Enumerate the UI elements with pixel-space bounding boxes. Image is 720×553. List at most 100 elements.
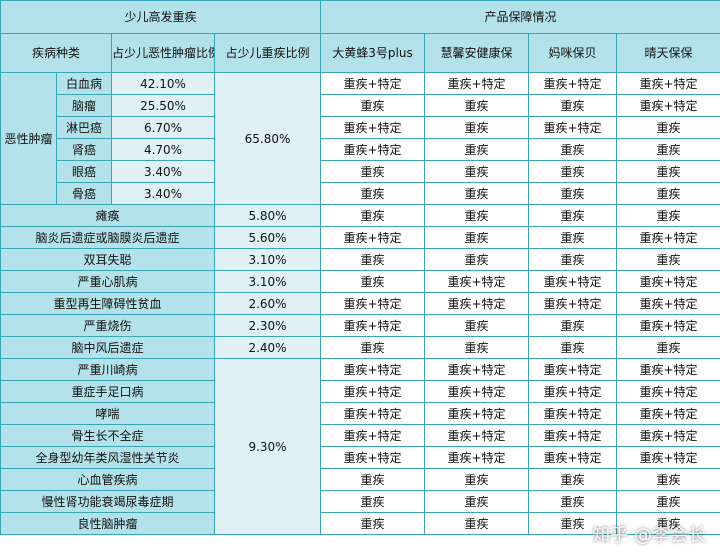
coverage-cell: 重疾+特定: [320, 138, 426, 161]
coverage-cell: 重疾: [616, 204, 720, 227]
disease-name: 脑瘤: [56, 94, 112, 117]
disease-name: 白血病: [56, 72, 112, 95]
coverage-cell: 重疾: [424, 512, 530, 535]
coverage-cell: 重疾+特定: [528, 446, 618, 469]
coverage-cell: 重疾: [424, 248, 530, 271]
coverage-cell: 重疾+特定: [528, 116, 618, 139]
cancer-ratio: 3.40%: [111, 182, 215, 205]
coverage-cell: 重疾: [320, 490, 426, 513]
coverage-cell: 重疾: [424, 226, 530, 249]
coverage-cell: 重疾: [528, 94, 618, 117]
col-plan-name: 慧馨安健康保: [424, 33, 530, 73]
coverage-cell: 重疾: [528, 226, 618, 249]
coverage-cell: 重疾+特定: [424, 358, 530, 381]
disease-name: 严重川崎病: [0, 358, 215, 381]
cancer-group-label: 恶性肿瘤: [0, 72, 57, 205]
col-disease-type: 疾病种类: [0, 33, 112, 73]
total-ratio: 5.60%: [213, 226, 322, 249]
table-row: 严重烧伤 2.30% 重疾+特定 重疾 重疾 重疾+特定: [0, 314, 720, 337]
coverage-cell: 重疾+特定: [616, 226, 720, 249]
coverage-cell: 重疾+特定: [320, 446, 426, 469]
table-row: 恶性肿瘤 白血病 42.10% 65.80% 重疾+特定 重疾+特定 重疾+特定 重疾+特定: [0, 72, 720, 205]
coverage-cell: 重疾: [424, 94, 530, 117]
coverage-cell: 重疾: [616, 248, 720, 271]
total-ratio: 2.40%: [213, 336, 322, 359]
coverage-cell: 重疾+特定: [616, 72, 720, 95]
coverage-cell: 重疾: [528, 138, 618, 161]
coverage-cell: 重疾: [528, 468, 618, 491]
coverage-cell: 重疾: [616, 512, 720, 535]
disease-name: 严重烧伤: [0, 314, 215, 337]
coverage-cell: 重疾+特定: [424, 402, 530, 425]
coverage-cell: 重疾: [528, 182, 618, 205]
coverage-cell: 重疾: [424, 314, 530, 337]
coverage-cell: 重疾+特定: [424, 424, 530, 447]
disease-name: 良性脑肿瘤: [0, 512, 215, 535]
col-cancer-ratio: 占少儿恶性肿瘤比例: [111, 33, 215, 73]
coverage-cell: 重疾: [320, 248, 426, 271]
coverage-cell: 重疾+特定: [424, 292, 530, 315]
table-row: 肾癌 4.70% 重疾+特定 重疾 重疾 重疾: [1, 138, 720, 161]
table-row: 脑炎后遗症或脑膜炎后遗症 5.60% 重疾+特定 重疾 重疾 重疾+特定: [0, 226, 720, 249]
disease-name: 淋巴癌: [56, 116, 112, 139]
coverage-cell: 重疾+特定: [320, 226, 426, 249]
coverage-cell: 重疾: [320, 182, 426, 205]
disease-name: 肾癌: [56, 138, 112, 161]
coverage-cell: 重疾: [528, 160, 618, 183]
coverage-cell: 重疾: [320, 94, 426, 117]
table-row: 严重心肌病 3.10% 重疾 重疾+特定 重疾+特定 重疾+特定: [0, 270, 720, 293]
col-total-ratio: 占少儿重疾比例: [213, 33, 322, 73]
coverage-cell: 重疾: [528, 512, 618, 535]
disease-name: 脑炎后遗症或脑膜炎后遗症: [0, 226, 215, 249]
coverage-cell: 重疾: [616, 116, 720, 139]
merged-total-ratio: 9.30%: [213, 358, 322, 535]
coverage-cell: 重疾: [424, 490, 530, 513]
disease-name: 双耳失聪: [0, 248, 215, 271]
coverage-cell: 重疾: [616, 160, 720, 183]
coverage-cell: 重疾+特定: [320, 116, 426, 139]
coverage-cell: 重疾: [616, 336, 720, 359]
cancer-ratio: 6.70%: [111, 116, 215, 139]
cancer-ratio: 42.10%: [111, 72, 215, 95]
coverage-cell: 重疾: [320, 160, 426, 183]
disease-name: 瘫痪: [0, 204, 215, 227]
cancer-total-ratio: 65.80%: [213, 72, 322, 205]
disease-name: 眼癌: [56, 160, 112, 183]
col-plan-name: 妈咪保贝: [528, 33, 618, 73]
coverage-cell: 重疾+特定: [424, 270, 530, 293]
coverage-cell: 重疾+特定: [616, 424, 720, 447]
disease-name: 脑中风后遗症: [0, 336, 215, 359]
total-ratio: 2.60%: [213, 292, 322, 315]
coverage-cell: 重疾+特定: [528, 380, 618, 403]
coverage-cell: 重疾: [528, 336, 618, 359]
coverage-cell: 重疾+特定: [424, 72, 530, 95]
table-row: 淋巴癌 6.70% 重疾+特定 重疾 重疾+特定 重疾: [1, 116, 720, 139]
coverage-cell: 重疾: [320, 512, 426, 535]
table-row: 心血管疾病 重疾 重疾 重疾 重疾: [0, 468, 720, 491]
table-row: 重型再生障碍性贫血 2.60% 重疾+特定 重疾+特定 重疾+特定 重疾+特定: [0, 292, 720, 315]
coverage-cell: 重疾+特定: [528, 270, 618, 293]
disease-name: 全身型幼年类风湿性关节炎: [0, 446, 215, 469]
coverage-cell: 重疾+特定: [528, 358, 618, 381]
coverage-cell: 重疾+特定: [320, 380, 426, 403]
table-row: 良性脑肿瘤 重疾 重疾 重疾 重疾: [0, 512, 720, 535]
header-row-top: 少儿高发重疾 产品保障情况: [0, 0, 720, 34]
coverage-cell: 重疾: [424, 138, 530, 161]
disease-name: 心血管疾病: [0, 468, 215, 491]
coverage-cell: 重疾+特定: [616, 270, 720, 293]
coverage-cell: 重疾+特定: [616, 314, 720, 337]
total-ratio: 2.30%: [213, 314, 322, 337]
table-row: 脑中风后遗症 2.40% 重疾 重疾 重疾 重疾: [0, 336, 720, 359]
disease-name: 严重心肌病: [0, 270, 215, 293]
coverage-cell: 重疾: [616, 468, 720, 491]
coverage-cell: 重疾: [528, 314, 618, 337]
coverage-cell: 重疾: [424, 336, 530, 359]
coverage-cell: 重疾: [528, 248, 618, 271]
table-row: 哮喘 重疾+特定 重疾+特定 重疾+特定 重疾+特定: [0, 402, 720, 425]
group-title: 少儿高发重疾: [0, 0, 322, 34]
coverage-cell: 重疾: [424, 204, 530, 227]
disease-name: 重症手足口病: [0, 380, 215, 403]
table-row: 瘫痪 5.80% 重疾 重疾 重疾 重疾: [0, 204, 720, 227]
coverage-cell: 重疾+特定: [320, 358, 426, 381]
